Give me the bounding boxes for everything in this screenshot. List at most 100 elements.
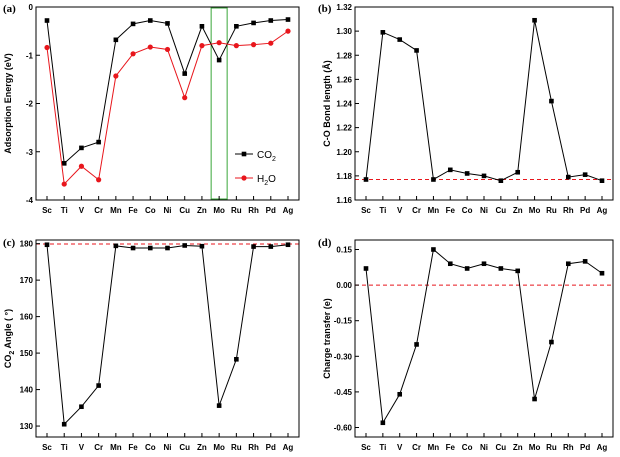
x-tick-label: Ru	[546, 443, 557, 452]
x-tick-label: Cr	[412, 443, 421, 452]
series-line-1	[365, 248, 603, 425]
data-point	[182, 71, 188, 76]
x-tick-label: Ni	[480, 443, 488, 452]
x-tick-label: Cu	[496, 206, 507, 215]
legend-label: CO2	[257, 150, 276, 163]
data-point	[130, 51, 136, 57]
data-point	[268, 244, 274, 249]
panel-letter: (b)	[318, 3, 332, 15]
x-tick-label: Sc	[42, 443, 52, 452]
x-tick-label: Rh	[563, 206, 574, 215]
plot-frame	[35, 239, 300, 438]
x-tick-label: Zn	[197, 443, 207, 452]
panel-2: (b) 1.16 1.18 1.20 1.22 1.24 1.26 1.28 1.30 1.32 S…	[318, 3, 614, 215]
y-tick-label: 1.22	[336, 124, 352, 133]
x-tick-label: Mn	[110, 443, 122, 452]
x-tick-label: Sc	[361, 443, 371, 452]
x-tick-label: V	[397, 443, 403, 452]
data-point	[147, 44, 153, 50]
panel-letter: (c)	[3, 237, 16, 249]
data-point	[582, 259, 588, 264]
y-tick-label: 1.24	[336, 100, 352, 109]
data-point	[44, 18, 50, 23]
y-tick-label: -1	[26, 51, 34, 60]
y-tick-label: -0.30	[334, 352, 353, 361]
panel-letter: (a)	[3, 3, 16, 15]
data-point	[113, 243, 119, 249]
data-point	[431, 177, 436, 182]
x-tick-label: V	[79, 206, 85, 215]
y-tick-label: 0.15	[336, 245, 352, 254]
x-tick-label: Cu	[496, 443, 507, 452]
panel-4: (d) 0.15 0.00 -0.15 -0.30 -0.45 -0.60 Sc Ti V Cr Mn…	[318, 237, 614, 452]
x-tick-label: Sc	[42, 206, 52, 215]
data-point	[251, 244, 256, 249]
x-tick-label: V	[79, 443, 85, 452]
x-tick-label: Cu	[179, 206, 190, 215]
y-tick-label: 1.28	[336, 51, 352, 60]
x-tick-label: Co	[462, 206, 473, 215]
data-point	[165, 21, 170, 26]
data-point	[216, 40, 222, 46]
data-point	[599, 270, 605, 276]
x-tick-label: Co	[462, 443, 473, 452]
data-point	[285, 28, 291, 34]
x-tick-label: Fe	[128, 443, 138, 452]
data-point	[250, 42, 257, 48]
data-point	[79, 145, 84, 151]
data-point	[147, 18, 153, 23]
data-point	[599, 178, 605, 183]
y-axis-label: Charge transfer (e)	[322, 298, 332, 379]
data-point	[44, 44, 50, 51]
x-tick-label: Ti	[61, 443, 68, 452]
x-tick-label: Ag	[283, 443, 294, 452]
x-tick-label: Ru	[231, 206, 242, 215]
x-tick-label: Ti	[379, 206, 386, 215]
data-point	[397, 391, 403, 397]
x-tick-label: Mo	[213, 443, 225, 452]
y-tick-label: 1.16	[336, 196, 352, 205]
panel-3: (c) 130 140 150 160 170 180 Sc Ti V Cr Mn Fe Co Ni Cu Zn…	[3, 237, 300, 452]
series-line-2	[46, 30, 289, 186]
data-point	[515, 268, 521, 274]
data-point	[549, 98, 554, 104]
data-point	[165, 245, 170, 251]
data-point	[532, 17, 537, 23]
data-point	[79, 404, 84, 410]
data-point	[234, 24, 239, 29]
legend-marker	[241, 151, 247, 157]
y-tick-label: -0.60	[334, 424, 353, 433]
x-tick-label: Zn	[513, 443, 523, 452]
y-axis-label: Adsorption Energy (eV)	[3, 53, 13, 154]
series-line-1	[46, 244, 289, 426]
data-point	[113, 73, 119, 79]
data-point	[565, 261, 571, 267]
data-point	[363, 266, 369, 271]
data-point	[285, 242, 291, 248]
y-tick-label: 0	[29, 3, 34, 12]
plot-frame	[354, 6, 614, 201]
x-tick-label: V	[397, 206, 403, 215]
data-point	[515, 169, 521, 175]
data-point	[481, 173, 487, 179]
data-point	[498, 266, 504, 271]
x-tick-label: Ni	[480, 206, 488, 215]
y-axis-label: C-O Bond length (Å)	[322, 60, 332, 146]
data-point	[44, 242, 50, 248]
data-point	[147, 245, 153, 251]
data-point	[199, 243, 205, 249]
x-tick-label: Fe	[446, 443, 456, 452]
legend-marker	[241, 175, 247, 181]
data-point	[130, 21, 136, 27]
x-tick-label: Mo	[529, 206, 541, 215]
x-tick-label: Co	[145, 206, 156, 215]
x-tick-label: Ti	[379, 443, 386, 452]
data-point	[549, 339, 554, 345]
x-tick-label: Fe	[446, 206, 456, 215]
data-point	[113, 37, 119, 43]
data-point	[130, 245, 136, 251]
series-line-1	[46, 19, 289, 165]
y-tick-label: 180	[20, 240, 34, 249]
series-line-1	[365, 20, 603, 182]
plot-frame	[354, 239, 614, 438]
